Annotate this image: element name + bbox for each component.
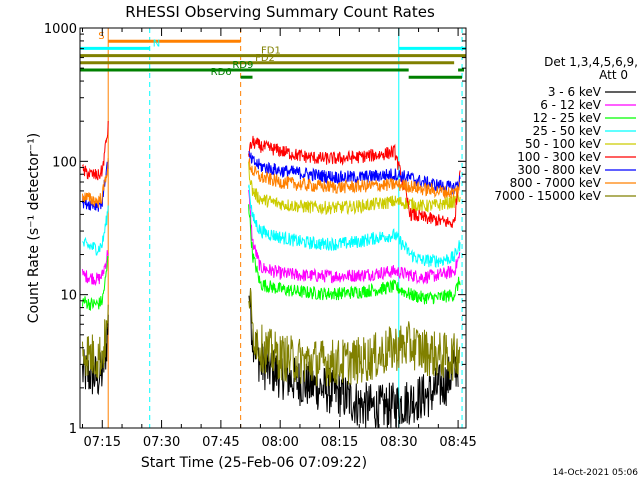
- series-7000-15000-kev: [82, 288, 461, 387]
- y-tick-label-100: 100: [52, 155, 77, 170]
- x-tick-label-07-30: 07:30: [143, 435, 180, 450]
- series-300-800-kev-segment-2: [248, 150, 461, 195]
- legend-label-300-800-kev: 300 - 800 keV: [517, 163, 601, 177]
- x-tick-label-07-15: 07:15: [84, 435, 121, 450]
- series-800-7000-kev: [82, 158, 461, 208]
- series-6-12-kev: [82, 189, 461, 287]
- x-tick-label-07-45: 07:45: [202, 435, 239, 450]
- y-tick-label-1: 1: [69, 422, 77, 437]
- series-lines: [82, 120, 461, 428]
- legend-label-100-300-kev: 100 - 300 keV: [517, 150, 601, 164]
- y-axis: 1 10 100 1000: [44, 22, 466, 437]
- flag-label-rd9: RD9: [232, 60, 253, 71]
- series-50-100-kev-segment-1: [248, 161, 461, 216]
- series-800-7000-kev-segment-2: [248, 158, 461, 199]
- series-25-50-kev: [82, 184, 461, 268]
- series-25-50-kev-segment-1: [82, 205, 109, 256]
- generation-timestamp: 14-Oct-2021 05:06: [553, 468, 639, 478]
- series-50-100-kev: [248, 161, 461, 216]
- x-tick-label-08-15: 08:15: [321, 435, 358, 450]
- legend-label-25-50-kev: 25 - 50 keV: [533, 124, 602, 138]
- x-tick-label-08-30: 08:30: [380, 435, 417, 450]
- x-axis-label: Start Time (25-Feb-06 07:09:22): [141, 455, 367, 471]
- flag-label-s: S: [98, 31, 104, 42]
- series-12-25-kev-segment-2: [248, 204, 461, 305]
- legend-label-7000-15000-kev: 7000 - 15000 keV: [494, 189, 601, 203]
- y-axis-label: Count Rate (s⁻¹ detector⁻¹): [26, 133, 42, 323]
- plot-frame: [79, 27, 467, 429]
- series-25-50-kev-segment-2: [248, 184, 461, 268]
- x-tick-label-08-45: 08:45: [439, 435, 476, 450]
- x-tick-label-08-00: 08:00: [261, 435, 298, 450]
- legend-title: Det 1,3,4,5,6,9,: [544, 55, 638, 69]
- flag-label-n: N: [153, 38, 160, 49]
- y-tick-label-10: 10: [60, 289, 77, 304]
- series-6-12-kev-segment-2: [248, 189, 461, 285]
- series-800-7000-kev-segment-1: [82, 158, 109, 208]
- legend-label-6-12-kev: 6 - 12 keV: [540, 98, 602, 112]
- series-3-6-kev-segment-2: [248, 288, 459, 428]
- series-7000-15000-kev-segment-2: [248, 288, 461, 387]
- series-100-300-kev-segment-1: [82, 120, 109, 181]
- series-100-300-kev: [82, 120, 461, 228]
- series-6-12-kev-segment-1: [82, 250, 109, 287]
- flag-label-fd1: FD1: [261, 46, 281, 57]
- series-7000-15000-kev-segment-1: [82, 304, 109, 379]
- legend-label-12-25-kev: 12 - 25 keV: [533, 111, 602, 125]
- flag-label-fd2: FD2: [255, 53, 275, 64]
- flag-label-rd6: RD6: [211, 67, 232, 78]
- chart-title: RHESSI Observing Summary Count Rates: [125, 3, 435, 21]
- series-12-25-kev-segment-1: [82, 255, 109, 311]
- legend-label-3-6-kev: 3 - 6 keV: [548, 85, 602, 99]
- legend-label-50-100-kev: 50 - 100 keV: [525, 137, 602, 151]
- y-tick-label-1000: 1000: [44, 22, 77, 37]
- legend-label-800-7000-kev: 800 - 7000 keV: [510, 176, 602, 190]
- series-100-300-kev-segment-2: [248, 135, 461, 228]
- series-12-25-kev: [82, 204, 461, 311]
- x-axis: 07:15 07:30 07:45 08:00 08:15 08:30 08:45: [82, 28, 477, 450]
- legend-subtitle: Att 0: [599, 68, 628, 82]
